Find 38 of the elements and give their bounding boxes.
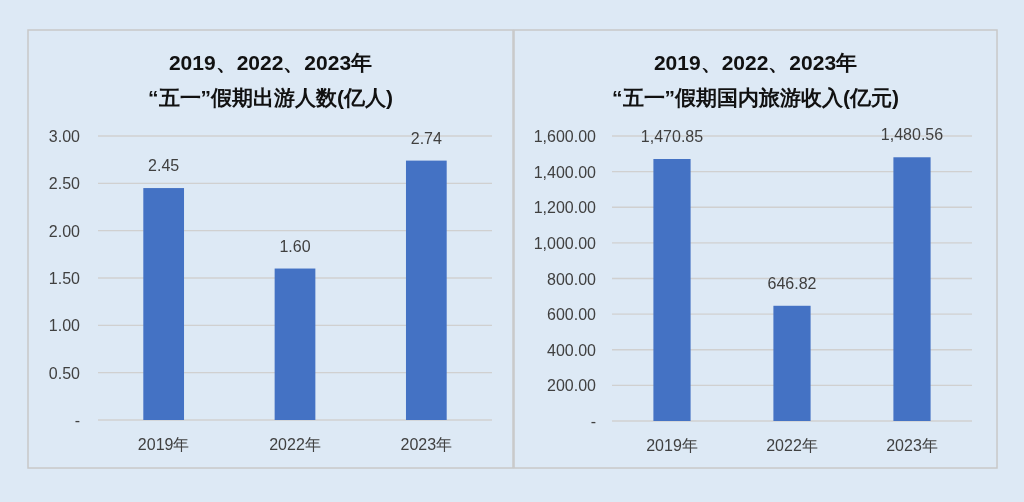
x-tick-label: 2022年 [269,436,321,453]
y-tick-label: - [74,412,80,429]
chart-subtitle: “五一”假期国内旅游收入(亿元) [612,86,899,109]
data-label: 2.45 [148,157,180,175]
y-tick-label: 1.00 [48,317,81,335]
chart-title: 2019、2022、2023年 [168,51,373,74]
x-tick-label: 2019年 [646,437,698,454]
y-tick-label: 2.50 [48,175,81,193]
bar [653,159,691,421]
y-tick-label: 1,400.00 [533,163,597,181]
bar [773,305,811,421]
bar [405,160,447,420]
data-label: 2.74 [410,129,443,147]
y-tick-label: 1,200.00 [533,199,597,217]
y-tick-label: 3.00 [48,128,81,145]
x-tick-label: 2019年 [137,436,190,453]
y-tick-label: 2.00 [48,222,81,240]
data-label: 646.82 [767,274,817,292]
x-tick-label: 2023年 [400,436,453,453]
x-tick-label: 2022年 [766,437,818,454]
y-tick-label: 200.00 [547,377,597,395]
y-tick-label: 1,600.00 [533,128,597,145]
y-tick-label: 600.00 [547,306,597,324]
data-label: 1.60 [279,237,311,255]
x-tick-label: 2023年 [886,437,938,454]
chart-title: 2019、2022、2023年 [653,51,858,74]
y-tick-label: 1,000.00 [533,234,597,252]
y-tick-label: 400.00 [547,341,597,359]
y-tick-label: 800.00 [547,270,597,288]
data-label: 1,480.56 [880,126,944,144]
y-tick-label: 1.50 [48,270,81,287]
bar [143,188,185,420]
y-tick-label: 0.50 [48,364,81,382]
chart-subtitle: “五一”假期出游人数(亿人) [148,86,393,109]
bar [274,268,316,420]
data-label: 1,470.85 [640,128,704,145]
bar [893,157,931,421]
y-tick-label: - [590,413,596,430]
